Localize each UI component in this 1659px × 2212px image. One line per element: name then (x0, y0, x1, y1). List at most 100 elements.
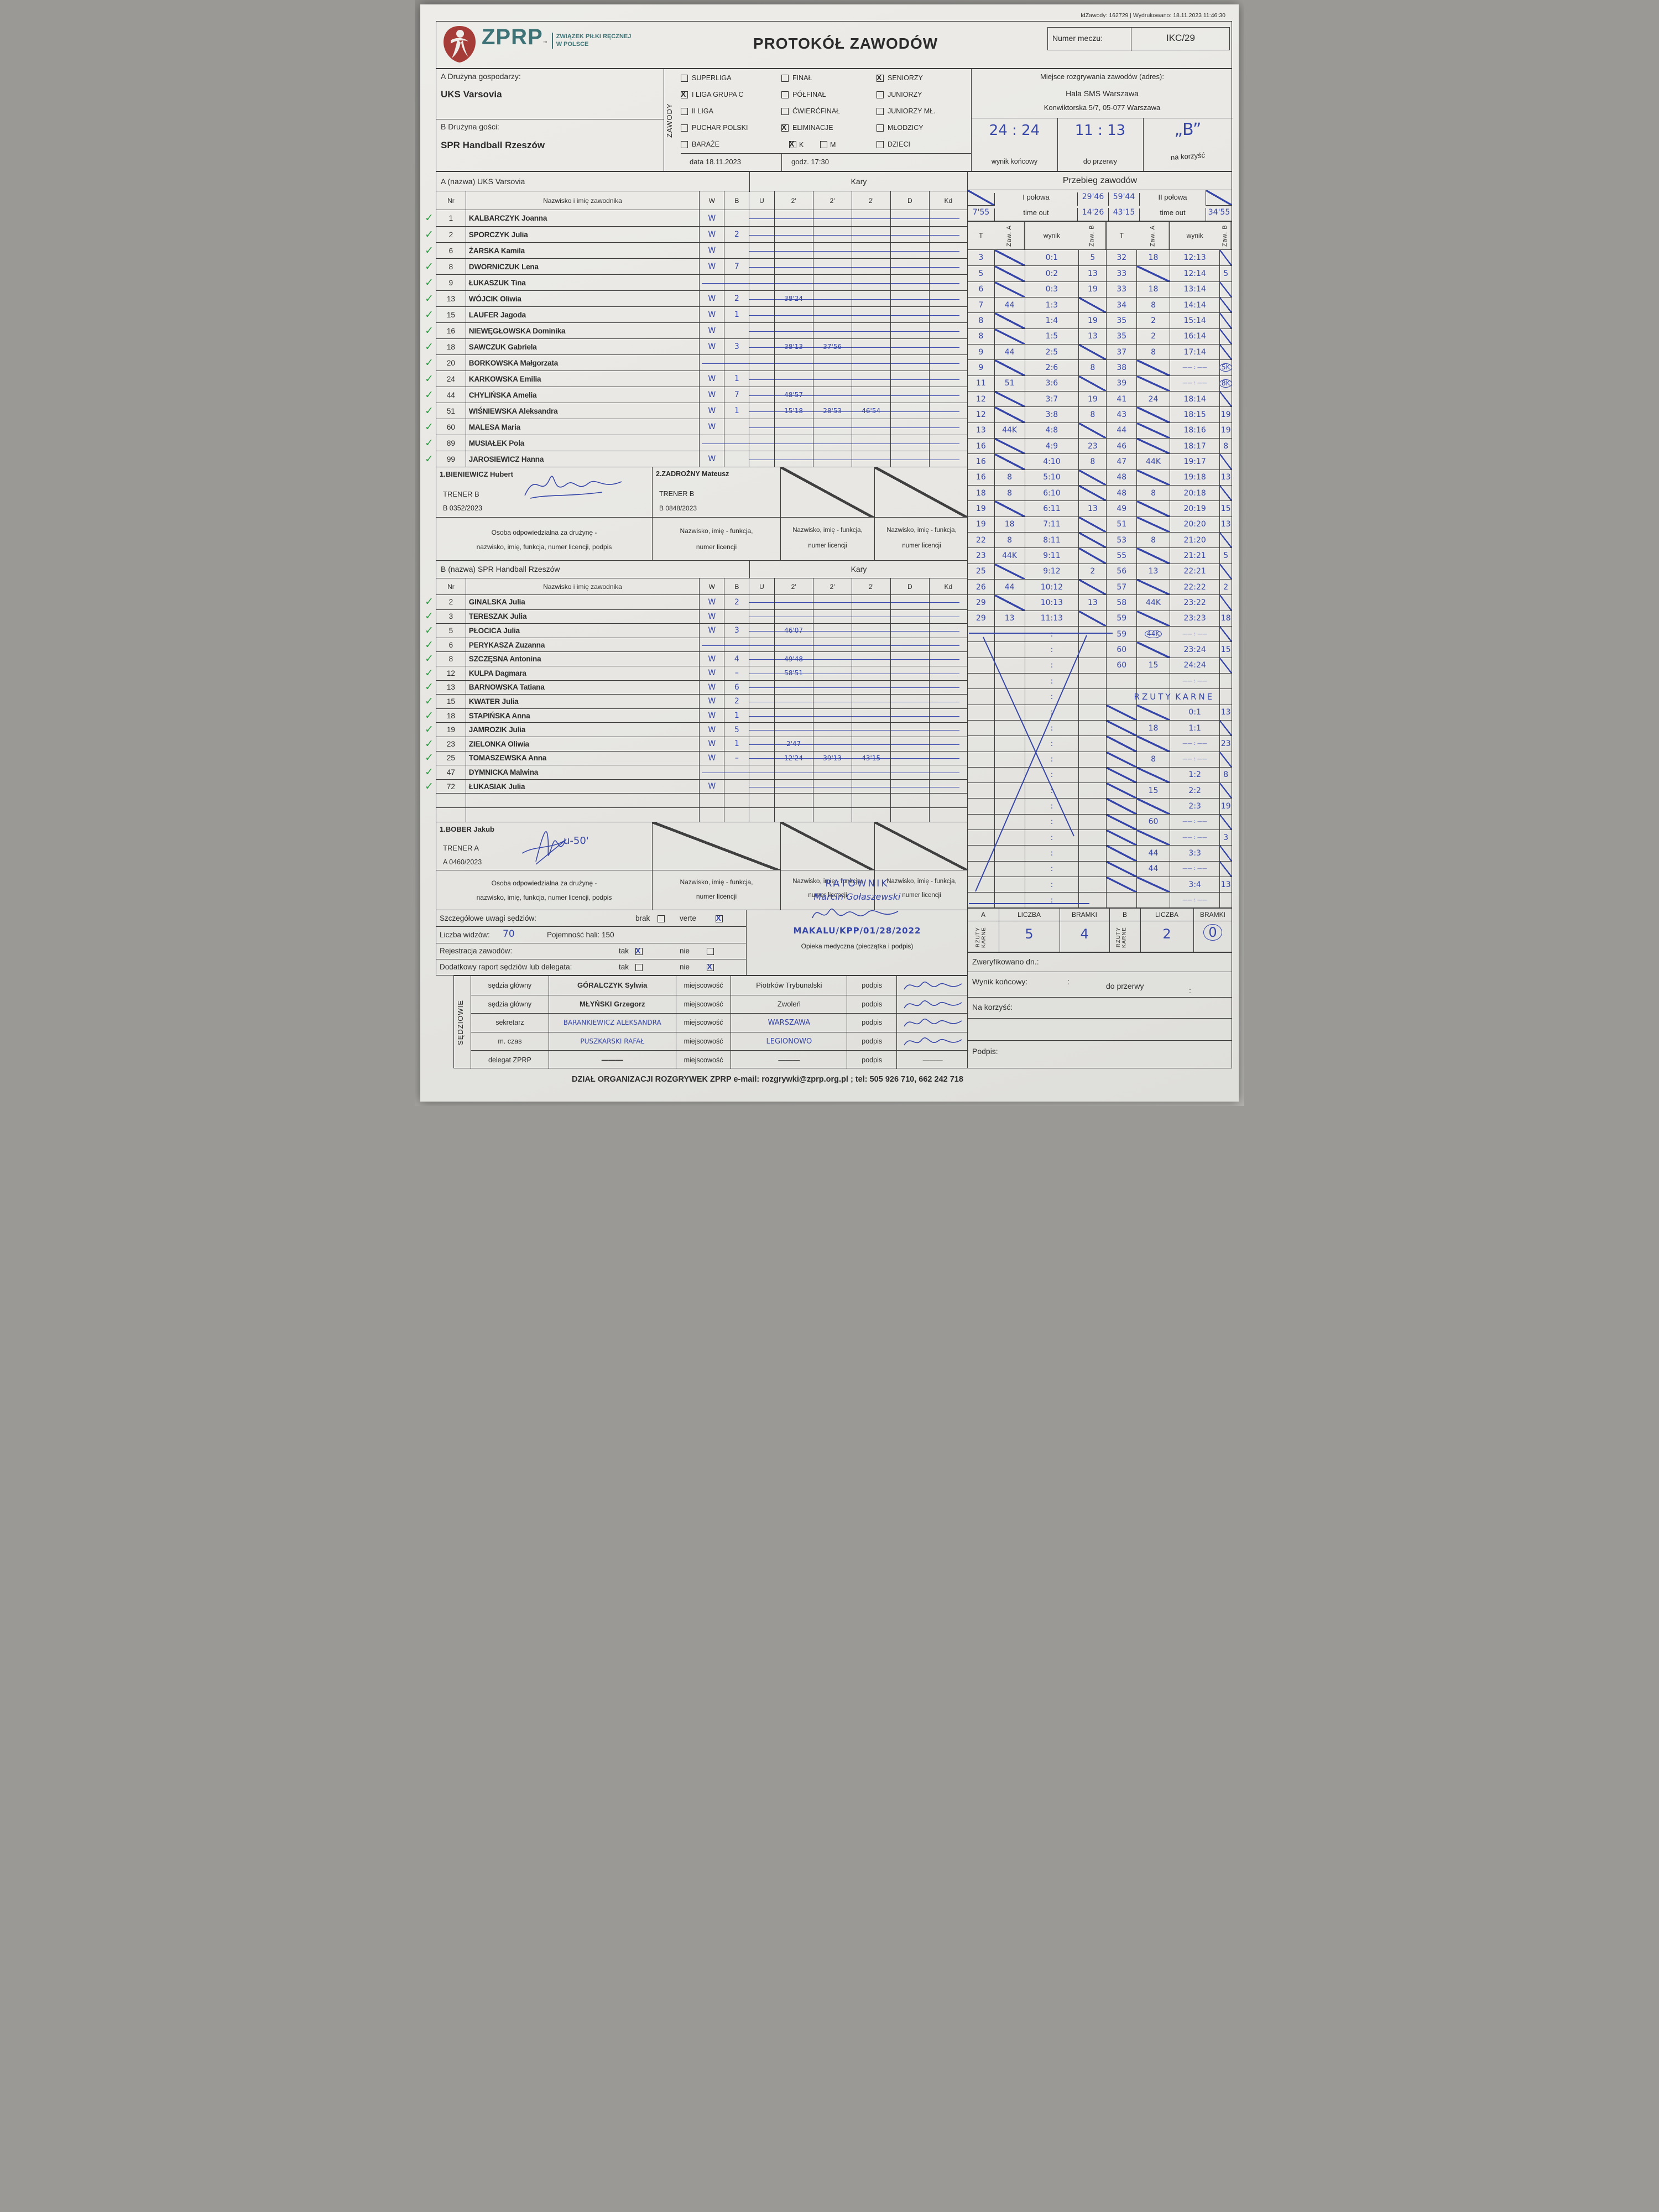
player-cell (928, 227, 967, 242)
przebieg-cell (1136, 611, 1170, 626)
summary-a-bramki-label: BRAMKI (1071, 911, 1097, 919)
player-cell (749, 695, 774, 708)
przebieg-cell: : (1024, 658, 1079, 673)
penalty-strike-line (749, 267, 959, 268)
player-cell (851, 624, 890, 638)
przebieg-title: Przebieg zawodów (1062, 176, 1138, 185)
team-b-table-title: B (nazwa) SPR Handball Rzeszów (441, 565, 560, 573)
team-a-player-row: ✓ 1 KALBARCZYK Joanna W (425, 210, 967, 226)
player-cell (749, 765, 774, 779)
do-przerwy-label: do przerwy (1106, 982, 1144, 990)
official-cell: WARSZAWA (731, 1014, 847, 1032)
przebieg-cell (1078, 720, 1106, 736)
przebieg-cell: 8 (1136, 297, 1170, 313)
player-name-cell: CHYLIŃSKA Amelia (465, 387, 699, 403)
przebieg-cell: 46 (1106, 438, 1136, 454)
player-cell (812, 451, 852, 467)
przebieg-cell (968, 799, 994, 813)
przebieg-cell (994, 877, 1025, 893)
player-cell (928, 371, 967, 387)
team-b-player-row: ✓ 5 PŁOCICA Julia W 3 46'07 (425, 623, 967, 638)
official-cell: LEGIONOWO (731, 1032, 847, 1051)
przebieg-cell (1078, 689, 1106, 705)
official-signature-cell (896, 1014, 968, 1032)
przebieg-cell: 23:22 (1169, 595, 1220, 611)
przebieg-cell: 59 (1106, 611, 1136, 626)
przebieg-cell: 5 (1219, 266, 1231, 281)
zawody-c2-row: ĆWIERĆFINAŁ (781, 103, 875, 120)
zawody-c2-checkbox-1 (781, 91, 789, 98)
przebieg-cell: 3:8 (1024, 407, 1079, 422)
penalty-strike-line (749, 379, 959, 380)
przebieg-cell (1219, 328, 1232, 344)
player-cell (749, 609, 774, 624)
player-cell: W (699, 451, 724, 467)
przebieg-row: 9 2:6 8 38 —— : —— 5K (968, 359, 1233, 375)
official-row: delegat ZPRP ——— miejscowość ——— podpis ——— (471, 1050, 968, 1069)
zawody-c3-row: X SENIORZY (877, 70, 971, 87)
przebieg-cell: 8 (994, 485, 1025, 501)
przebieg-cell (1078, 517, 1107, 532)
trainer-b-empty-box-1 (652, 822, 780, 870)
row-check-icon: ✓ (425, 610, 434, 623)
player-cell (812, 779, 852, 794)
przebieg-cell: 12 (975, 410, 986, 419)
half1-end-time: 29'46 (1077, 192, 1108, 206)
player-cell (749, 227, 774, 242)
player-cell (890, 403, 929, 419)
przebieg-cell: 6:11 (1024, 501, 1079, 517)
przebieg-cell: 17:14 (1169, 344, 1220, 360)
przebieg-cell: 19 (1078, 281, 1106, 297)
player-cell (724, 323, 749, 338)
row-check-icon: ✓ (425, 356, 434, 369)
player-cell (928, 765, 967, 779)
przebieg-cell: 7:11 (1024, 517, 1079, 532)
player-name-cell: SZCZĘSNA Antonina (465, 652, 699, 666)
zawody-c1-row: BARAŻE (681, 137, 780, 153)
przebieg-cell: 15 (1219, 501, 1231, 517)
row-check-icon: ✓ (425, 765, 434, 778)
zprp-tm: ™ (542, 40, 547, 45)
przebieg-cell: —— : —— (1169, 375, 1220, 391)
player-cell (812, 419, 852, 435)
player-cell (774, 609, 813, 624)
przebieg-cell (1219, 846, 1232, 861)
penalty-strike-line (749, 218, 959, 219)
player-name-cell: SPORCZYK Julia (465, 227, 699, 242)
przebieg-cell (1136, 501, 1170, 517)
przebieg-cell (1078, 767, 1106, 783)
player-cell: W (699, 723, 724, 737)
przebieg-cell: 55 (1106, 548, 1136, 564)
zawody-c1-checkbox-4 (681, 141, 688, 148)
przebieg-cell: 2 (1219, 579, 1231, 595)
przebieg-cell: 35 (1106, 328, 1136, 344)
favor-label: na korzyść (1170, 150, 1206, 162)
player-cell (890, 355, 929, 371)
player-cell: 38'13 (774, 339, 813, 354)
official-cell: podpis (847, 1032, 896, 1051)
penalty-strike-line (749, 716, 959, 717)
zawody-c2-row: PÓŁFINAŁ (781, 87, 875, 103)
k-label: K (799, 141, 804, 149)
player-cell (928, 323, 967, 338)
przebieg-cell (1136, 642, 1170, 658)
summary-a-liczba-label: LICZBA (1017, 911, 1041, 919)
row-check-icon: ✓ (425, 681, 434, 693)
przebieg-cell (1106, 893, 1136, 908)
player-cell (890, 451, 929, 467)
player-cell: – (724, 751, 749, 765)
pz-col-header-1: Zaw. A (994, 222, 1025, 249)
player-cell (749, 339, 774, 354)
player-cell: W (699, 387, 724, 403)
player-cell (890, 387, 929, 403)
przebieg-cell: 1:5 (1024, 328, 1079, 344)
player-cell: 46'07 (774, 624, 813, 638)
przebieg-cell: 44 (1136, 846, 1170, 861)
przebieg-cell (994, 642, 1025, 658)
przebieg-cell (1219, 658, 1232, 673)
przebieg-cell: : (1024, 767, 1079, 783)
przebieg-cell: 19 (1219, 799, 1231, 814)
player-cell: W (699, 307, 724, 322)
przebieg-cell (1078, 799, 1106, 814)
player-cell (724, 807, 749, 822)
